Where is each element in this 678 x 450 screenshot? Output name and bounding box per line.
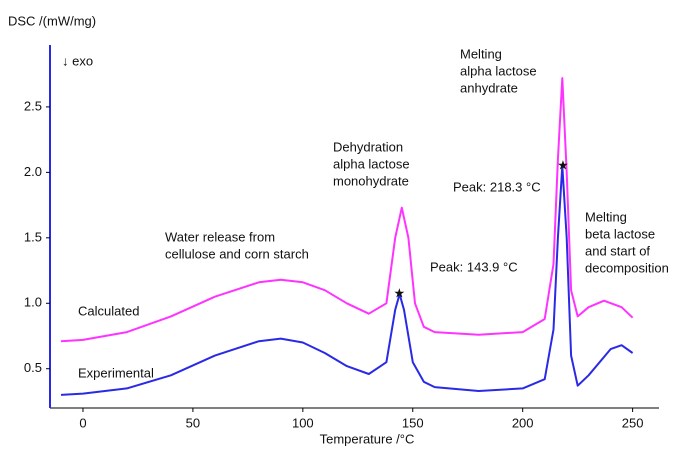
y-tick-label: 2.5 xyxy=(24,98,42,113)
x-tick-label: 0 xyxy=(79,415,86,430)
peak-marker: ★ xyxy=(557,157,569,172)
annotation: Water release from xyxy=(165,229,275,244)
y-tick-label: 1.0 xyxy=(24,295,42,310)
x-tick-label: 100 xyxy=(292,415,314,430)
annotation: decomposition xyxy=(585,260,669,275)
direction-note: ↓ exo xyxy=(62,53,93,68)
annotation: anhydrate xyxy=(460,80,518,95)
annotation: monohydrate xyxy=(333,173,409,188)
peak-marker: ★ xyxy=(394,286,406,301)
x-tick-label: 50 xyxy=(186,415,200,430)
y-tick-label: 0.5 xyxy=(24,360,42,375)
annotation: Melting xyxy=(460,46,502,61)
y-axis-label: DSC /(mW/mg) xyxy=(8,13,96,28)
x-tick-label: 200 xyxy=(512,415,534,430)
x-axis-label: Temperature /°C xyxy=(320,431,415,446)
peak-label: Peak: 218.3 °C xyxy=(453,179,541,194)
annotation: and start of xyxy=(585,243,650,258)
y-tick-label: 1.5 xyxy=(24,229,42,244)
x-tick-label: 150 xyxy=(402,415,424,430)
annotation: cellulose and corn starch xyxy=(165,246,309,261)
series-line xyxy=(60,77,634,343)
series-label: Experimental xyxy=(78,365,154,380)
y-tick-label: 2.0 xyxy=(24,164,42,179)
annotation: alpha lactose xyxy=(333,156,410,171)
series-line xyxy=(60,164,634,396)
peak-label: Peak: 143.9 °C xyxy=(430,259,518,274)
annotation: alpha lactose xyxy=(460,63,537,78)
series-label: Calculated xyxy=(78,303,139,318)
x-tick-label: 250 xyxy=(622,415,644,430)
annotation: Dehydration xyxy=(333,139,403,154)
annotation: beta lactose xyxy=(585,226,655,241)
annotation: Melting xyxy=(585,209,627,224)
